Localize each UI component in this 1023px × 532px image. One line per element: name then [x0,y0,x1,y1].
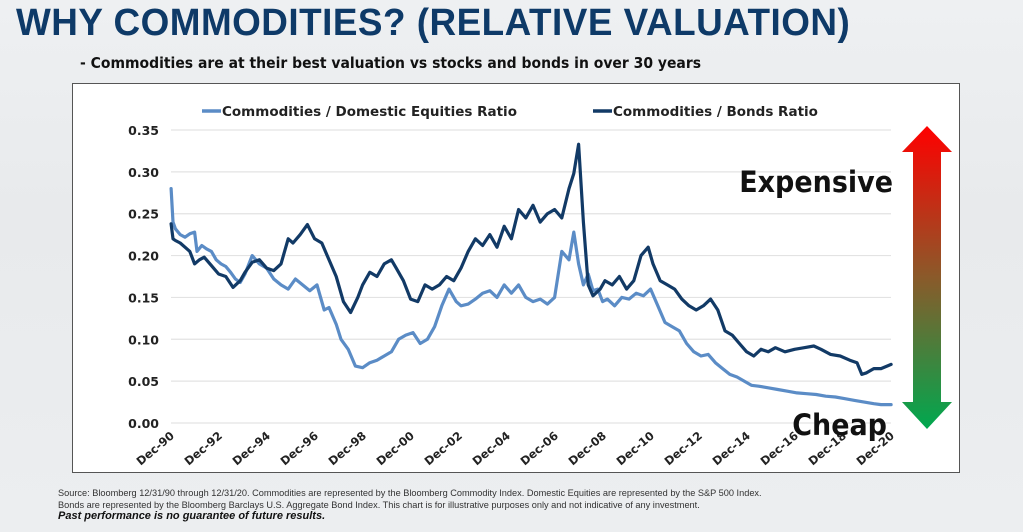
x-tick-label: Dec-06 [517,429,560,469]
y-tick-label: 0.30 [128,165,159,180]
cheap-label: Cheap [792,408,887,442]
x-tick-label: Dec-90 [133,429,176,469]
x-tick-label: Dec-96 [277,429,320,469]
source-note-line1: Source: Bloomberg 12/31/90 through 12/31… [58,488,762,498]
x-tick-label: Dec-10 [613,429,656,469]
series-line-0 [169,187,893,407]
y-tick-label: 0.25 [128,207,159,222]
series-lines [169,142,893,407]
legend-label: Commodities / Domestic Equities Ratio [222,104,517,120]
source-note-line2: Bonds are represented by the Bloomberg B… [58,499,700,510]
x-tick-label: Dec-94 [229,429,272,469]
gridlines [171,129,891,424]
x-tick-label: Dec-98 [325,429,368,469]
x-tick-label: Dec-14 [709,429,752,469]
valuation-arrow [902,126,952,429]
page-title: WHY COMMODITIES? (RELATIVE VALUATION) [16,2,851,44]
y-tick-label: 0.15 [128,290,159,305]
double-arrow-icon [902,126,952,429]
y-axis-ticks: 0.00 0.05 0.10 0.15 0.20 0.25 0.30 0.35 [128,123,159,431]
footer: Source: Bloomberg 12/31/90 through 12/31… [58,488,762,523]
y-tick-label: 0.20 [128,249,159,264]
legend: Commodities / Domestic Equities Ratio Com… [202,104,818,120]
line-chart: 0.000.050.100.150.200.250.300.35 Dec-90 D… [128,104,952,469]
x-tick-label: Dec-00 [373,429,416,469]
y-tick-label: 0.35 [128,123,159,138]
x-tick-label: Dec-92 [181,429,224,469]
x-tick-label: Dec-08 [565,429,608,469]
y-tick-label: 0.00 [128,416,159,431]
disclaimer: Past performance is no guarantee of futu… [58,510,326,522]
legend-label: Commodities / Bonds Ratio [613,104,818,120]
x-axis-ticks: Dec-90 Dec-92 Dec-94 Dec-96 Dec-98 Dec-00 Dec-… [133,429,896,469]
y-tick-label: 0.10 [128,332,159,347]
series-line-1 [169,142,893,376]
x-tick-label: Dec-12 [661,429,704,469]
chart-frame: 0.00 0.05 0.10 0.15 0.20 0.25 0.30 0.35 Dec-90 D… [72,83,960,473]
x-tick-label: Dec-02 [421,429,464,469]
x-tick-label: Dec-04 [469,429,512,469]
page-subtitle: - Commodities are at their best valuatio… [80,54,702,72]
y-tick-label: 0.05 [128,374,159,389]
expensive-label: Expensive [739,165,893,199]
